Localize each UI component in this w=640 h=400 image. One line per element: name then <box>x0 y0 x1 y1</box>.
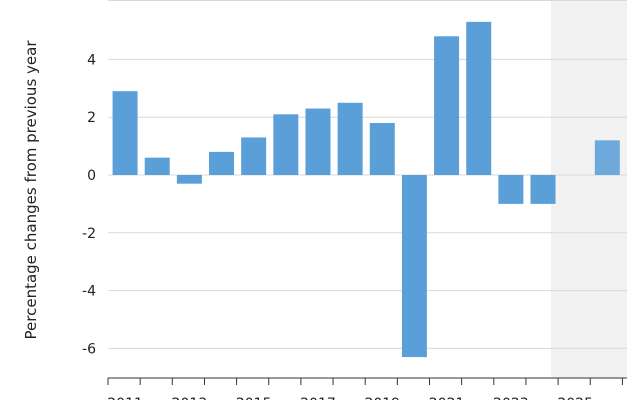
y-tick-label: -6 <box>82 341 96 357</box>
bar-2015 <box>241 137 267 175</box>
bar-2023 <box>498 175 524 204</box>
x-axis-ticks: 2011 2013 2015 2017 2019 2021 2023 2025 <box>107 378 623 400</box>
x-tick-label: 2017 <box>300 396 336 400</box>
bar-2026 <box>594 140 620 175</box>
bar-2019 <box>369 122 395 175</box>
bar-2012 <box>144 157 170 175</box>
y-tick-labels: 4 2 0 -2 -4 -6 <box>82 52 96 357</box>
x-tick-label: 2025 <box>557 396 593 400</box>
bar-2021 <box>434 36 460 175</box>
bar-2018 <box>337 102 363 175</box>
x-tick-label: 2019 <box>364 396 400 400</box>
bar-2013 <box>176 175 202 184</box>
y-axis-title: Percentage changes from previous year <box>22 40 40 340</box>
bar-2011 <box>112 91 138 175</box>
bar-2014 <box>209 151 235 175</box>
y-tick-label: -2 <box>82 226 96 242</box>
x-tick-label: 2023 <box>493 396 529 400</box>
y-tick-label: -4 <box>82 284 96 300</box>
bar-2016 <box>273 114 299 175</box>
bars <box>112 21 620 358</box>
x-tick-label: 2011 <box>107 396 143 400</box>
x-tick-label: 2015 <box>236 396 272 400</box>
y-gridlines <box>108 0 627 349</box>
bar-2017 <box>305 108 331 175</box>
bar-2024 <box>530 175 556 204</box>
x-tick-label: 2021 <box>429 396 465 400</box>
y-tick-label: 4 <box>87 52 96 68</box>
y-tick-label: 2 <box>87 110 96 126</box>
bar-2020 <box>401 175 427 358</box>
projection-shaded-band <box>551 0 627 378</box>
x-tick-label: 2013 <box>172 396 208 400</box>
y-tick-label: 0 <box>87 168 96 184</box>
bar-2022 <box>466 21 492 175</box>
